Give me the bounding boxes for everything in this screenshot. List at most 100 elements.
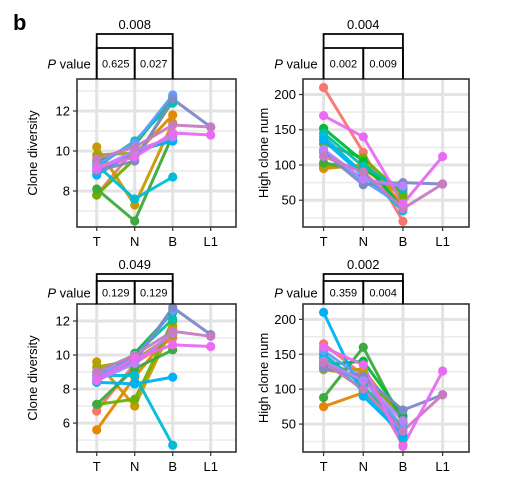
y-tick-label: 12 [56, 104, 70, 119]
data-point-14-B [168, 120, 178, 130]
y-tick-label: 8 [63, 184, 70, 199]
y-tick-label: 100 [274, 382, 296, 397]
y-axis-label: High clone num [256, 108, 271, 198]
data-point-6-T [318, 158, 329, 168]
y-tick-label: 200 [274, 312, 296, 327]
x-tick-label: N [130, 459, 139, 474]
x-tick-label: T [320, 459, 328, 474]
pvalue-brackets: 0.049 0.129 0.129 [95, 257, 174, 304]
series-line-15 [322, 114, 445, 206]
data-point-15-B [398, 199, 408, 209]
y-axis-label: High clone num [256, 333, 271, 423]
data-point-14-T [92, 154, 102, 164]
data-point-1-T [318, 82, 329, 93]
data-point-13-B [398, 181, 408, 191]
panel-border [76, 303, 237, 453]
pvalue-label: P value [274, 286, 317, 301]
data-point-2-T [318, 402, 329, 412]
data-point-6-T [318, 392, 329, 403]
bracket-n-b [362, 47, 404, 79]
x-tick-label: N [359, 234, 368, 249]
series-line-15 [95, 131, 213, 169]
data-point-3-N [130, 401, 140, 411]
data-point-15-L1 [206, 130, 216, 140]
pvalue-brackets: 0.002 0.359 0.004 [322, 257, 404, 304]
series-points [318, 82, 448, 226]
data-point-15-B [168, 128, 178, 138]
data-point-14-T [318, 358, 329, 368]
data-point-15-L1 [438, 366, 448, 376]
data-point-10-N [358, 391, 368, 401]
data-point-9-N [130, 194, 140, 204]
data-point-15-N [358, 132, 368, 142]
y-tick-label: 200 [274, 87, 296, 102]
x-tick-label: B [168, 459, 177, 474]
pvalue-n-b: 0.009 [369, 59, 397, 71]
data-point-10-T [318, 307, 329, 317]
grid [77, 79, 236, 227]
y-tick-label: 8 [63, 382, 70, 397]
y-tick-label: 10 [56, 348, 70, 363]
data-point-1-T [92, 406, 102, 416]
bracket-n-b [362, 280, 404, 304]
data-point-3-T [92, 142, 102, 152]
x-tick-label: N [130, 234, 139, 249]
data-point-14-N [358, 384, 368, 394]
x-tick-label: L1 [435, 459, 449, 474]
series-line-14 [322, 155, 445, 211]
pvalue-brackets: 0.004 0.002 0.009 [322, 17, 404, 79]
y-axis-label: Clone diversity [25, 110, 40, 196]
x-tick-label: T [93, 234, 101, 249]
data-point-10-N [130, 379, 140, 389]
chart-panel-2: 50 100 150 200 T N B L1 High clone num 0.004 0.002… [256, 17, 470, 249]
series-line-14 [95, 329, 213, 374]
data-point-14-B [168, 326, 178, 336]
pvalue-overall: 0.008 [118, 17, 151, 32]
pvalue-label: P value [47, 286, 90, 301]
x-tick-label: L1 [203, 234, 217, 249]
panel-label: b [13, 10, 26, 35]
panel-border [302, 78, 470, 228]
data-point-8-B [168, 314, 178, 324]
series-line-15 [95, 343, 213, 381]
data-point-10-B [168, 372, 178, 382]
pvalue-label: P value [274, 57, 317, 72]
data-point-15-T [318, 342, 329, 352]
data-point-1-B [398, 216, 408, 226]
pvalue-label: P value [47, 57, 90, 72]
x-tick-label: B [168, 234, 177, 249]
series-line-15 [322, 345, 445, 448]
y-tick-label: 150 [274, 347, 296, 362]
data-point-6-N [358, 342, 368, 352]
series-line-14 [95, 123, 213, 161]
data-point-14-T [92, 367, 102, 377]
data-point-2-T [92, 425, 102, 435]
x-tick-label: L1 [435, 234, 449, 249]
pvalue-overall: 0.049 [118, 257, 151, 272]
data-point-14-L1 [206, 122, 216, 132]
bracket-n-b [133, 280, 174, 304]
y-tick-label: 10 [56, 144, 70, 159]
data-point-9-B [168, 440, 178, 450]
series-points [92, 302, 216, 450]
pvalue-brackets: 0.008 0.625 0.027 [95, 17, 174, 79]
y-axis-label: Clone diversity [25, 335, 40, 421]
data-point-12-B [168, 94, 178, 104]
data-point-15-L1 [438, 151, 448, 162]
pvalue-n-b: 0.004 [369, 288, 397, 300]
chart-panel-1: 8 10 12 T N B L1 Clone diversity 0.008 0.625 0.027… [25, 17, 237, 249]
data-point-13-B [398, 415, 408, 426]
series-points [318, 307, 448, 452]
data-point-6-T [92, 399, 102, 409]
panel-border [302, 303, 470, 453]
pvalue-n-b: 0.129 [140, 288, 168, 300]
data-point-15-B [168, 340, 178, 350]
pvalue-overall: 0.004 [347, 17, 380, 32]
pvalue-t-n: 0.129 [102, 288, 130, 300]
data-point-15-N [130, 353, 140, 364]
data-point-6-T [92, 184, 102, 194]
data-point-10-T [318, 135, 329, 145]
x-tick-label: B [399, 234, 408, 249]
panel-border [76, 78, 237, 228]
